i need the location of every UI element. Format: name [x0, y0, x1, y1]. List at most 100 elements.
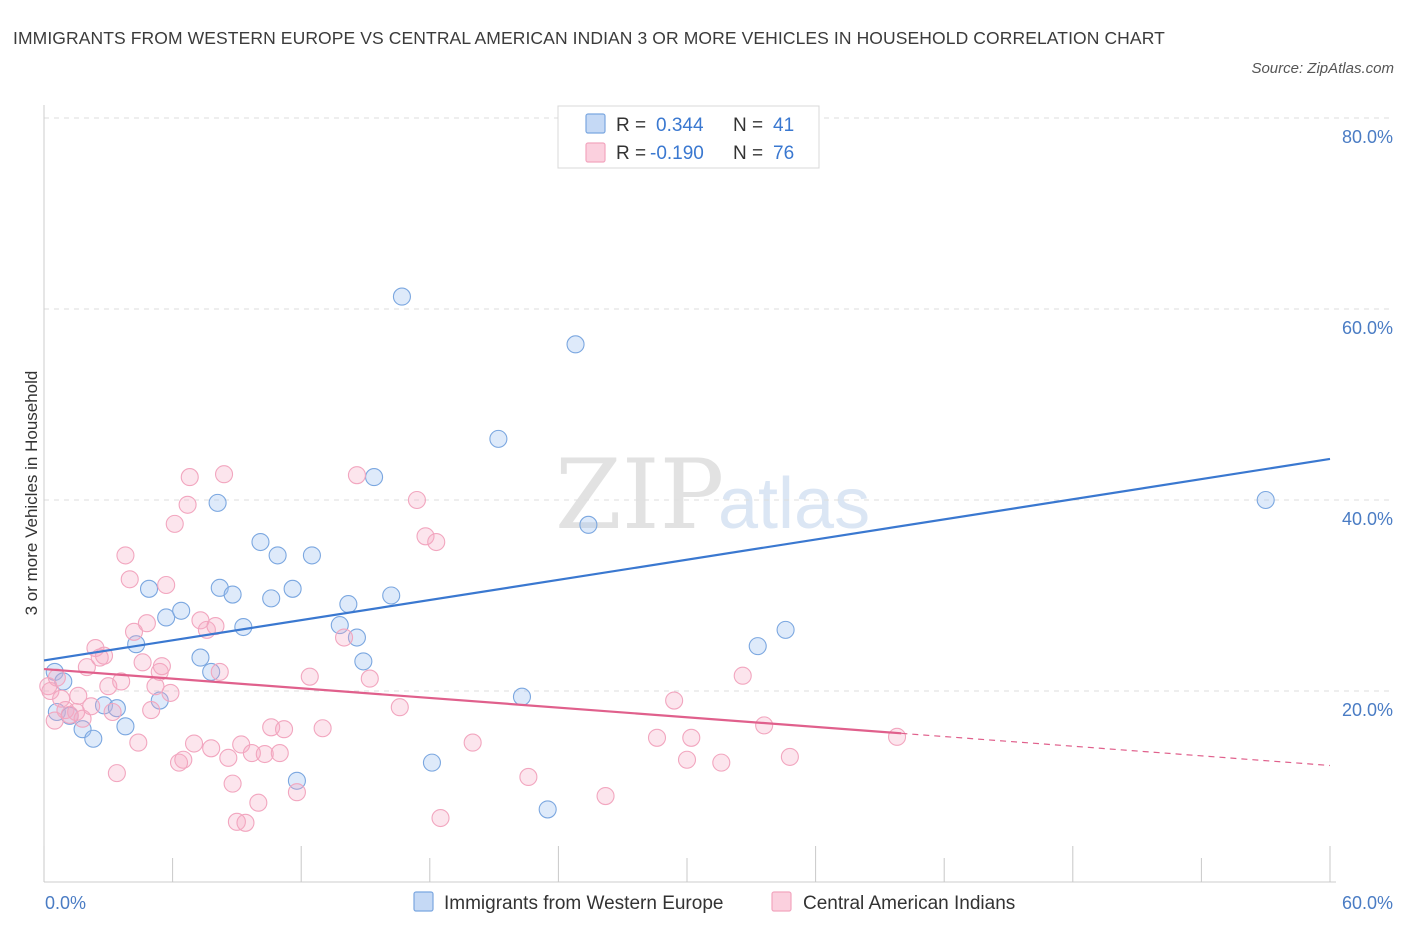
point-central-american-60 [390, 698, 409, 717]
x-tick-labels: 0.0% 60.0% [45, 893, 1393, 913]
legend-swatch-blue [585, 113, 606, 134]
point-central-american-57 [335, 628, 354, 647]
point-central-american-48 [242, 744, 261, 763]
point-western-europe-35 [512, 687, 532, 706]
point-central-american-50 [255, 744, 274, 764]
legend-n-label-1: N = [733, 143, 763, 164]
point-central-american-71 [682, 728, 701, 747]
point-central-american-41 [210, 662, 229, 681]
point-central-american-52 [270, 744, 289, 763]
point-western-europe-31 [382, 586, 401, 605]
point-central-american-70 [677, 750, 697, 769]
point-western-europe-5 [84, 729, 103, 748]
legend-n-value-0: 41 [773, 115, 794, 136]
point-western-europe-23 [283, 579, 302, 598]
point-central-american-62 [416, 527, 435, 546]
point-central-american-43 [219, 748, 238, 767]
point-central-american-16 [103, 702, 122, 722]
chart-title: IMMIGRANTS FROM WESTERN EUROPE VS CENTRA… [13, 28, 1165, 48]
point-western-europe-25 [302, 546, 321, 565]
legend-r-label-1: R = [616, 143, 646, 164]
point-western-europe-10 [139, 579, 159, 598]
point-western-europe-37 [566, 335, 585, 354]
point-western-europe-21 [262, 589, 281, 608]
x-tick-label-max: 60.0% [1342, 893, 1393, 913]
point-central-american-58 [347, 466, 366, 485]
series-legend: Immigrants from Western Europe Central A… [413, 891, 1015, 914]
point-central-american-74 [755, 716, 774, 735]
point-central-american-35 [180, 468, 199, 487]
point-central-american-44 [223, 774, 242, 793]
point-western-europe-12 [157, 608, 176, 627]
svg-text:R =: R = [616, 115, 646, 136]
point-western-europe-32 [392, 287, 411, 306]
point-central-american-63 [427, 532, 446, 552]
series-legend-label-0: Immigrants from Western Europe [444, 893, 723, 914]
watermark-zip: ZIP [555, 439, 724, 551]
source-credit: Source: ZipAtlas.com [1251, 60, 1394, 77]
point-central-american-49 [249, 793, 268, 812]
y-tick-label-1: 40.0% [1342, 509, 1393, 529]
point-central-american-61 [407, 490, 426, 510]
y-tick-label-3: 80.0% [1342, 127, 1393, 147]
point-central-american-25 [142, 701, 161, 720]
y-tick-label-0: 20.0% [1342, 700, 1393, 720]
point-western-europe-30 [365, 468, 384, 487]
point-central-american-33 [174, 750, 193, 769]
point-central-american-21 [124, 622, 144, 641]
point-central-american-34 [178, 495, 197, 514]
point-western-europe-28 [347, 628, 366, 647]
trend-line-dashed-1 [901, 732, 1331, 767]
legend-n-value-1: 76 [773, 143, 794, 164]
point-central-american-9 [73, 709, 92, 728]
point-central-american-8 [69, 686, 88, 705]
point-western-europe-14 [191, 648, 210, 667]
y-tick-label-2: 60.0% [1342, 318, 1393, 338]
point-western-europe-34 [489, 429, 508, 448]
y-axis-label: 3 or more Vehicles in Household [22, 371, 41, 616]
point-central-american-28 [152, 657, 171, 676]
point-central-american-39 [202, 739, 221, 758]
point-western-europe-16 [208, 493, 227, 512]
point-central-american-17 [107, 764, 126, 783]
point-central-american-68 [647, 728, 667, 747]
legend-r-value-0: 0.344 [656, 115, 704, 136]
point-western-europe-19 [234, 617, 253, 637]
point-central-american-75 [780, 747, 799, 766]
point-western-europe-27 [339, 595, 358, 614]
point-central-american-31 [165, 514, 184, 533]
point-central-american-55 [300, 667, 319, 686]
data-points [39, 287, 1275, 832]
point-central-american-67 [596, 786, 615, 806]
point-central-american-42 [214, 465, 234, 484]
point-western-europe-8 [116, 717, 135, 736]
point-central-american-72 [712, 753, 731, 772]
point-central-american-24 [137, 614, 156, 633]
trend-lines [43, 457, 1331, 767]
point-western-europe-13 [172, 601, 191, 620]
point-central-american-69 [665, 691, 684, 710]
point-central-american-36 [184, 734, 204, 753]
point-central-american-11 [82, 697, 101, 716]
legend-n-label-0: N = [733, 115, 763, 136]
point-central-american-53 [275, 720, 294, 739]
series-legend-label-1: Central American Indians [803, 893, 1015, 914]
point-western-europe-41 [1256, 490, 1275, 510]
gridlines [44, 117, 1392, 692]
point-central-american-59 [360, 669, 379, 688]
x-tick-label-min: 0.0% [45, 893, 86, 913]
point-central-american-18 [112, 672, 131, 691]
trend-line-1 [43, 667, 902, 735]
point-central-american-29 [157, 575, 176, 595]
point-central-american-47 [236, 813, 255, 832]
point-central-american-20 [120, 570, 139, 589]
point-western-europe-29 [354, 652, 373, 671]
legend-r-value-1: -0.190 [650, 143, 704, 164]
point-central-american-22 [129, 733, 148, 752]
point-central-american-3 [47, 668, 66, 687]
point-western-europe-33 [422, 753, 441, 772]
point-western-europe-18 [223, 585, 242, 604]
correlation-legend: R = 0.344 N = 41 R = -0.190 N = 76 [557, 105, 820, 169]
watermark-atlas: atlas [718, 464, 870, 544]
